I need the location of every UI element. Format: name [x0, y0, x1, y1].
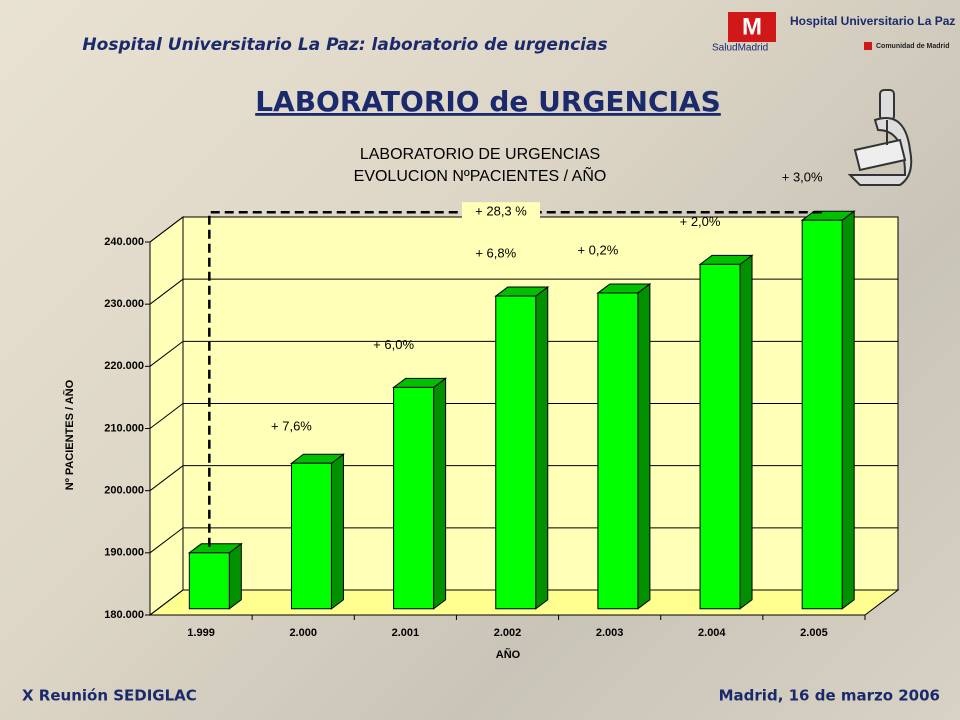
bar-side — [330, 453, 344, 610]
y-tick-label: 190.000 — [104, 547, 144, 559]
bar — [188, 552, 230, 610]
growth-label: + 7,6% — [271, 419, 312, 434]
y-axis-title: Nº PACIENTES / AÑO — [63, 379, 76, 490]
total-bracket — [208, 210, 823, 547]
x-tick-label: 2.000 — [289, 627, 317, 639]
footer-right: Madrid, 16 de marzo 2006 — [719, 687, 940, 705]
chart-title: LABORATORIO DE URGENCIAS — [360, 146, 600, 163]
x-tick-label: 2.003 — [596, 627, 624, 639]
logo-salud: SaludMadrid — [712, 43, 768, 54]
y-tick-label: 210.000 — [104, 422, 144, 434]
growth-label: + 0,2% — [577, 242, 618, 257]
logo: M — [728, 12, 776, 42]
total-label: + 28,3 % — [475, 204, 527, 219]
logo-comunidad: Comunidad de Madrid — [876, 43, 950, 50]
grid-line — [149, 340, 898, 367]
bar — [290, 462, 332, 610]
growth-label: + 3,0% — [782, 170, 823, 185]
grid-line — [149, 527, 898, 554]
grid-line — [149, 465, 898, 492]
bar-side — [841, 210, 855, 610]
x-tick-label: 1.999 — [187, 627, 215, 639]
bar — [597, 292, 639, 610]
y-tick-label: 200.000 — [104, 485, 144, 497]
bar-side — [535, 286, 549, 610]
x-tick-label: 2.004 — [698, 627, 726, 639]
x-tick-label: 2.002 — [494, 627, 522, 639]
bar-side — [637, 282, 651, 610]
y-tick-label: 220.000 — [104, 360, 144, 372]
grid-line — [149, 278, 898, 305]
y-tick-label: 230.000 — [104, 298, 144, 310]
grid-line — [149, 589, 898, 616]
logo-hospital: Hospital Universitario La Paz — [790, 14, 955, 28]
bar-side — [739, 254, 753, 610]
bar — [801, 219, 843, 610]
x-axis-title: AÑO — [496, 648, 521, 661]
grid-line — [149, 216, 898, 243]
x-tick-label: 2.005 — [800, 627, 828, 639]
grid-line — [149, 403, 898, 429]
y-tick-label: 240.000 — [104, 236, 144, 248]
growth-label: + 6,0% — [373, 337, 414, 352]
microscope-icon — [847, 89, 913, 186]
header-title: Hospital Universitario La Paz: laborator… — [82, 35, 607, 55]
chart-subtitle: EVOLUCION NºPACIENTES / AÑO — [354, 165, 607, 185]
bar-side — [433, 377, 447, 610]
bar-side — [228, 542, 242, 610]
growth-label: + 2,0% — [680, 214, 721, 229]
x-tick-label: 2.001 — [392, 627, 420, 639]
slide-title: LABORATORIO de URGENCIAS — [255, 85, 721, 118]
total-box — [462, 202, 540, 223]
y-tick-label: 180.000 — [104, 609, 144, 621]
footer-left: X Reunión SEDIGLAC — [22, 687, 197, 705]
bar — [393, 386, 435, 610]
svg-text:M: M — [742, 13, 762, 40]
growth-label: + 6,8% — [475, 245, 516, 260]
bar — [495, 295, 537, 610]
bar — [699, 263, 741, 610]
